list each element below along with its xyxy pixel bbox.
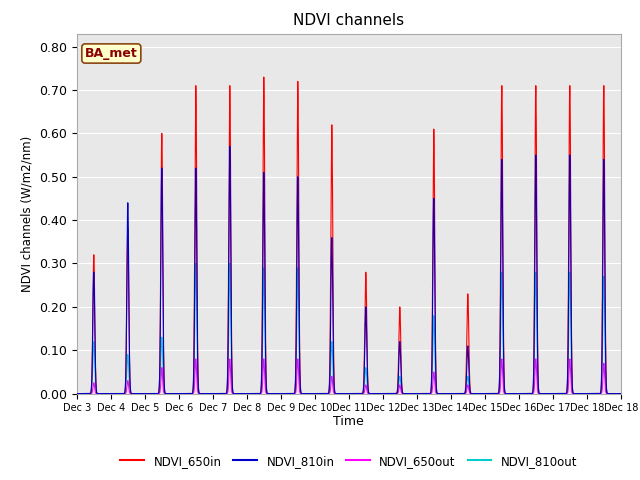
Legend: NDVI_650in, NDVI_810in, NDVI_650out, NDVI_810out: NDVI_650in, NDVI_810in, NDVI_650out, NDV… (116, 450, 582, 472)
X-axis label: Time: Time (333, 415, 364, 428)
Title: NDVI channels: NDVI channels (293, 13, 404, 28)
Y-axis label: NDVI channels (W/m2/nm): NDVI channels (W/m2/nm) (20, 135, 33, 292)
Text: BA_met: BA_met (85, 47, 138, 60)
